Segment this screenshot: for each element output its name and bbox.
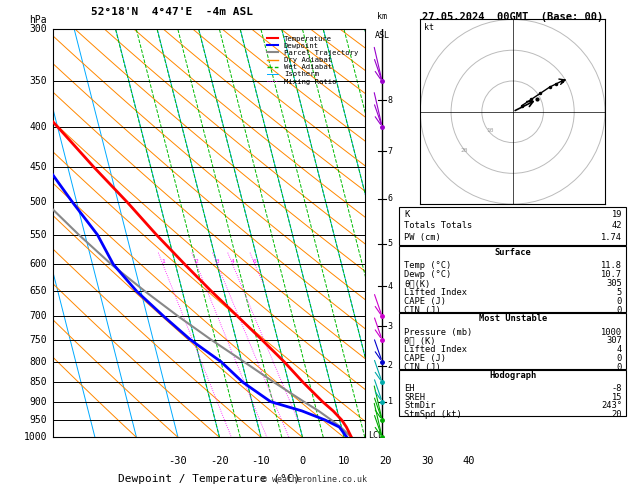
Text: 10: 10 <box>338 456 350 466</box>
Text: StmDir: StmDir <box>404 401 436 411</box>
Text: K: K <box>404 209 409 219</box>
Text: EH: EH <box>404 384 415 393</box>
Text: 750: 750 <box>30 335 47 345</box>
Text: 0: 0 <box>617 297 622 306</box>
Text: 1: 1 <box>387 397 392 406</box>
Text: Lifted Index: Lifted Index <box>404 288 467 297</box>
Text: StmSpd (kt): StmSpd (kt) <box>404 410 462 419</box>
Text: LCL: LCL <box>368 431 383 439</box>
Text: CAPE (J): CAPE (J) <box>404 354 447 363</box>
Text: CIN (J): CIN (J) <box>404 306 441 315</box>
Text: 1000: 1000 <box>24 433 47 442</box>
Text: 10.7: 10.7 <box>601 270 622 279</box>
Text: 20: 20 <box>611 410 622 419</box>
Text: 6: 6 <box>253 259 257 264</box>
Text: 1000: 1000 <box>601 328 622 337</box>
Text: 27.05.2024  00GMT  (Base: 00): 27.05.2024 00GMT (Base: 00) <box>422 12 603 22</box>
Text: 52°18'N  4°47'E  -4m ASL: 52°18'N 4°47'E -4m ASL <box>91 7 253 17</box>
Text: 0: 0 <box>299 456 306 466</box>
Text: 550: 550 <box>30 230 47 240</box>
Text: Dewpoint / Temperature (°C): Dewpoint / Temperature (°C) <box>118 474 300 484</box>
Text: 650: 650 <box>30 286 47 296</box>
Text: Temp (°C): Temp (°C) <box>404 261 452 270</box>
Text: Hodograph: Hodograph <box>489 371 537 380</box>
Text: 15: 15 <box>611 393 622 402</box>
Text: 4: 4 <box>231 259 235 264</box>
Text: 2: 2 <box>387 362 392 370</box>
Text: 3: 3 <box>387 322 392 330</box>
Text: 4: 4 <box>387 281 392 291</box>
Text: 0: 0 <box>617 363 622 372</box>
Text: 243°: 243° <box>601 401 622 411</box>
Text: 0: 0 <box>617 306 622 315</box>
Text: 2: 2 <box>194 259 198 264</box>
Text: 1.74: 1.74 <box>601 233 622 243</box>
Text: 700: 700 <box>30 312 47 321</box>
Text: SREH: SREH <box>404 393 425 402</box>
Text: Lifted Index: Lifted Index <box>404 345 467 354</box>
Text: 4: 4 <box>617 345 622 354</box>
Text: 0: 0 <box>617 354 622 363</box>
Text: θᴀ (K): θᴀ (K) <box>404 336 436 346</box>
Text: θᴀ(K): θᴀ(K) <box>404 279 431 288</box>
Text: Dewp (°C): Dewp (°C) <box>404 270 452 279</box>
Text: 8: 8 <box>387 96 392 105</box>
Text: 1: 1 <box>161 259 165 264</box>
Text: 5: 5 <box>387 239 392 248</box>
Text: 6: 6 <box>387 194 392 204</box>
Text: CIN (J): CIN (J) <box>404 363 441 372</box>
Text: -30: -30 <box>169 456 187 466</box>
Text: kt: kt <box>424 23 434 32</box>
Text: 600: 600 <box>30 259 47 269</box>
Text: 350: 350 <box>30 76 47 87</box>
Text: 307: 307 <box>606 336 622 346</box>
Text: 300: 300 <box>30 24 47 34</box>
Text: hPa: hPa <box>30 15 47 25</box>
Text: PW (cm): PW (cm) <box>404 233 441 243</box>
Text: 450: 450 <box>30 162 47 172</box>
Text: ASL: ASL <box>375 31 389 40</box>
Text: 7: 7 <box>387 147 392 156</box>
Legend: Temperature, Dewpoint, Parcel Trajectory, Dry Adiabat, Wet Adiabat, Isotherm, Mi: Temperature, Dewpoint, Parcel Trajectory… <box>264 33 361 87</box>
Text: -10: -10 <box>252 456 270 466</box>
Text: km: km <box>377 12 387 21</box>
Text: Pressure (mb): Pressure (mb) <box>404 328 473 337</box>
Text: 40: 40 <box>462 456 475 466</box>
Text: 5: 5 <box>617 288 622 297</box>
Text: 3: 3 <box>215 259 219 264</box>
Text: 500: 500 <box>30 197 47 208</box>
Text: -20: -20 <box>210 456 229 466</box>
Text: CAPE (J): CAPE (J) <box>404 297 447 306</box>
Text: Most Unstable: Most Unstable <box>479 314 547 323</box>
Text: 400: 400 <box>30 122 47 132</box>
Text: 30: 30 <box>421 456 433 466</box>
Text: 10: 10 <box>486 128 494 133</box>
Text: 20: 20 <box>460 148 468 153</box>
Text: 950: 950 <box>30 415 47 425</box>
Text: 20: 20 <box>379 456 392 466</box>
Text: 11.8: 11.8 <box>601 261 622 270</box>
Text: 900: 900 <box>30 397 47 407</box>
Text: 800: 800 <box>30 357 47 367</box>
Text: 850: 850 <box>30 377 47 387</box>
Text: 42: 42 <box>611 222 622 230</box>
Text: 305: 305 <box>606 279 622 288</box>
Text: 19: 19 <box>611 209 622 219</box>
Text: -8: -8 <box>611 384 622 393</box>
Text: Surface: Surface <box>494 248 531 257</box>
Text: Totals Totals: Totals Totals <box>404 222 473 230</box>
Text: © weatheronline.co.uk: © weatheronline.co.uk <box>262 474 367 484</box>
